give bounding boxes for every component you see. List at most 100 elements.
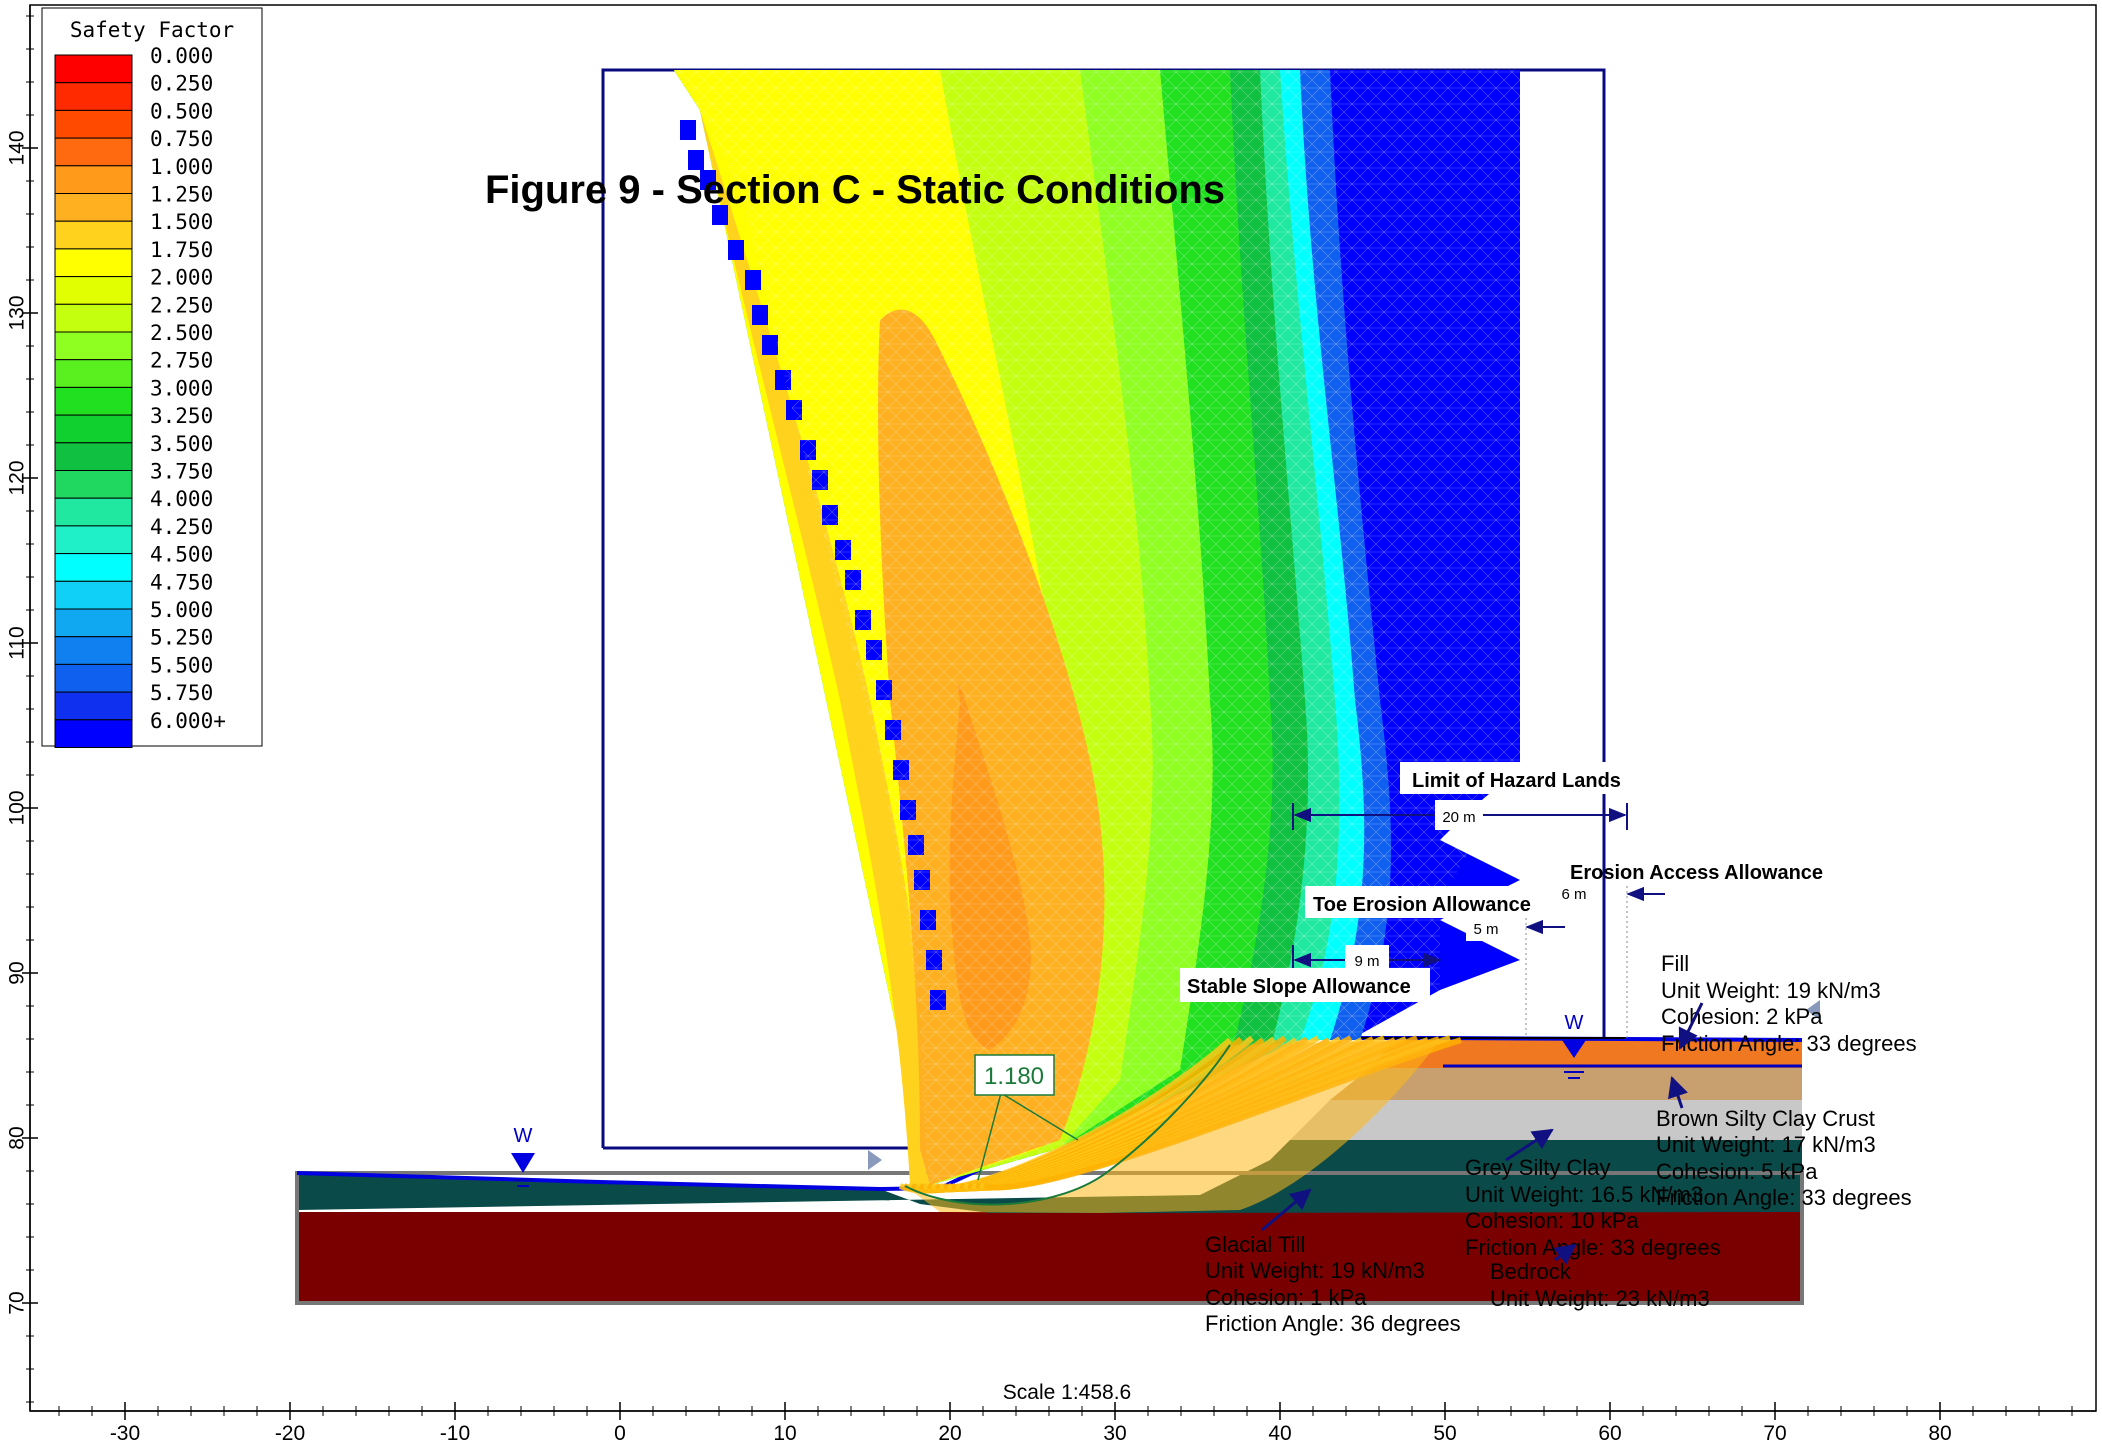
erosion-access-value: 6 m xyxy=(1561,886,1586,903)
grey-friction: Friction Angle: 33 degrees xyxy=(1465,1235,1721,1260)
slope-limit-marker-right xyxy=(1806,1000,1820,1020)
legend-swatch xyxy=(54,54,133,84)
x-axis: -30 -20 -10 0 10 20 30 40 50 60 70 80 xyxy=(30,1402,2096,1445)
till-unit-weight: Unit Weight: 19 kN/m3 xyxy=(1205,1258,1425,1283)
contour-fs-1.5 xyxy=(700,110,930,1185)
legend-swatch xyxy=(54,193,133,222)
legend-label: 1.750 xyxy=(150,238,213,262)
toe-erosion-value: 5 m xyxy=(1473,921,1498,938)
slip-zone xyxy=(905,1040,1440,1213)
legend-label: 2.000 xyxy=(150,266,213,290)
grey-name: Grey Silty Clay xyxy=(1465,1155,1610,1180)
water-marker-left: W xyxy=(511,1125,535,1187)
bedrock-layer xyxy=(297,1212,1802,1303)
legend-label: 1.500 xyxy=(150,210,213,234)
legend-label: 0.000 xyxy=(150,44,213,68)
y-axis: 70 80 90 100 110 120 130 140 xyxy=(6,5,38,1411)
legend-label: 5.000 xyxy=(150,598,213,622)
toe-erosion-title: Toe Erosion Allowance xyxy=(1313,894,1531,916)
svg-text:W: W xyxy=(514,1125,533,1147)
y-tick-label: 70 xyxy=(6,1291,29,1314)
legend-swatch xyxy=(54,220,133,250)
y-tick-label: 80 xyxy=(6,1126,29,1149)
legend-label: 3.750 xyxy=(150,460,213,484)
legend-label: 3.250 xyxy=(150,404,213,428)
till-cohesion: Cohesion: 1 kPa xyxy=(1205,1285,1367,1310)
y-tick-label: 120 xyxy=(6,460,29,495)
y-tick-label: 110 xyxy=(6,626,29,659)
legend-label: 5.750 xyxy=(150,681,213,705)
critical-slip-surface xyxy=(904,1044,1231,1206)
y-tick-label: 90 xyxy=(6,961,29,984)
water-marker-right: W xyxy=(1562,1012,1586,1079)
x-tick-label: 10 xyxy=(773,1422,796,1445)
x-tick-label: 80 xyxy=(1928,1422,1951,1445)
y-tick-label: 100 xyxy=(6,790,29,825)
legend-swatch xyxy=(54,470,133,499)
dimension-annotations: Limit of Hazard Lands 20 m Erosion Acces… xyxy=(1180,762,1823,1040)
grid-edge-cell xyxy=(680,120,696,140)
grey-cohesion: Cohesion: 10 kPa xyxy=(1465,1208,1639,1233)
legend-swatch xyxy=(54,137,133,167)
legend-swatch xyxy=(54,82,133,111)
legend-label: 1.250 xyxy=(150,183,213,207)
grid-edge-cell xyxy=(745,270,761,290)
x-tick-label: 60 xyxy=(1598,1422,1621,1445)
y-tick-label: 140 xyxy=(6,130,29,165)
min-fs-callout: 1.180 xyxy=(974,1054,1079,1181)
grid-edge-cell xyxy=(752,305,768,325)
legend-swatch xyxy=(54,636,133,665)
legend-swatch xyxy=(54,109,133,139)
legend-label: 0.750 xyxy=(150,127,213,151)
legend-label: 5.500 xyxy=(150,653,213,677)
legend-swatch xyxy=(54,414,133,444)
legend-label: 4.000 xyxy=(150,487,213,511)
brown-name: Brown Silty Clay Crust xyxy=(1656,1106,1875,1131)
material-labels: Fill Unit Weight: 19 kN/m3 Cohesion: 2 k… xyxy=(1205,951,1917,1336)
safety-factor-contours xyxy=(674,70,1520,1185)
glacial-till-layer xyxy=(297,1140,1802,1213)
y-tick-label: 130 xyxy=(6,295,29,330)
till-name: Glacial Till xyxy=(1205,1232,1305,1257)
legend-swatch xyxy=(54,525,133,555)
svg-text:W: W xyxy=(1565,1012,1584,1034)
grid-edge-cell xyxy=(762,335,778,355)
legend-swatch xyxy=(54,442,133,471)
legend-label: 4.750 xyxy=(150,570,213,594)
x-tick-label: 30 xyxy=(1103,1422,1126,1445)
brown-cohesion: Cohesion: 5 kPa xyxy=(1656,1159,1818,1184)
safety-factor-legend: Safety Factor 0.000 0.250 0.500 0.750 1.000 1… xyxy=(41,7,263,748)
till-friction: Friction Angle: 36 degrees xyxy=(1205,1311,1461,1336)
legend-title: Safety Factor xyxy=(70,18,234,42)
legend-label: 2.250 xyxy=(150,293,213,317)
grid-edge-cell xyxy=(688,150,704,170)
legend-label: 5.250 xyxy=(150,626,213,650)
stable-slope-title: Stable Slope Allowance xyxy=(1187,976,1411,998)
grey-silty-clay-layer xyxy=(1290,1100,1802,1140)
fill-name: Fill xyxy=(1661,951,1689,976)
legend-label: 0.500 xyxy=(150,99,213,123)
x-tick-label: -30 xyxy=(110,1422,140,1445)
legend-swatch xyxy=(54,691,133,721)
legend-swatch xyxy=(54,608,133,638)
x-tick-label: -10 xyxy=(440,1422,470,1445)
bedrock-unit-weight: Unit Weight: 23 kN/m3 xyxy=(1490,1286,1710,1311)
legend-label: 1.000 xyxy=(150,155,213,179)
figure-title: Figure 9 - Section C - Static Conditions xyxy=(485,168,1225,212)
legend-swatch xyxy=(54,580,133,610)
legend-swatch xyxy=(54,303,133,333)
legend-label: 4.250 xyxy=(150,515,213,539)
legend-swatch xyxy=(54,276,133,305)
legend-label: 6.000+ xyxy=(150,709,226,733)
grid-edge-cell xyxy=(728,240,744,260)
scale-text: Scale 1:458.6 xyxy=(1003,1381,1131,1404)
fill-cohesion: Cohesion: 2 kPa xyxy=(1661,1004,1823,1029)
legend-label: 2.500 xyxy=(150,321,213,345)
bedrock-name: Bedrock xyxy=(1490,1259,1572,1284)
grid-edge-cell xyxy=(712,205,728,225)
grey-unit-weight: Unit Weight: 16.5 kN/m3 xyxy=(1465,1182,1703,1207)
limit-hazard-value: 20 m xyxy=(1442,809,1475,826)
x-tick-label: -20 xyxy=(275,1422,305,1445)
legend-swatch xyxy=(54,663,133,693)
stable-slope-value: 9 m xyxy=(1354,953,1379,970)
